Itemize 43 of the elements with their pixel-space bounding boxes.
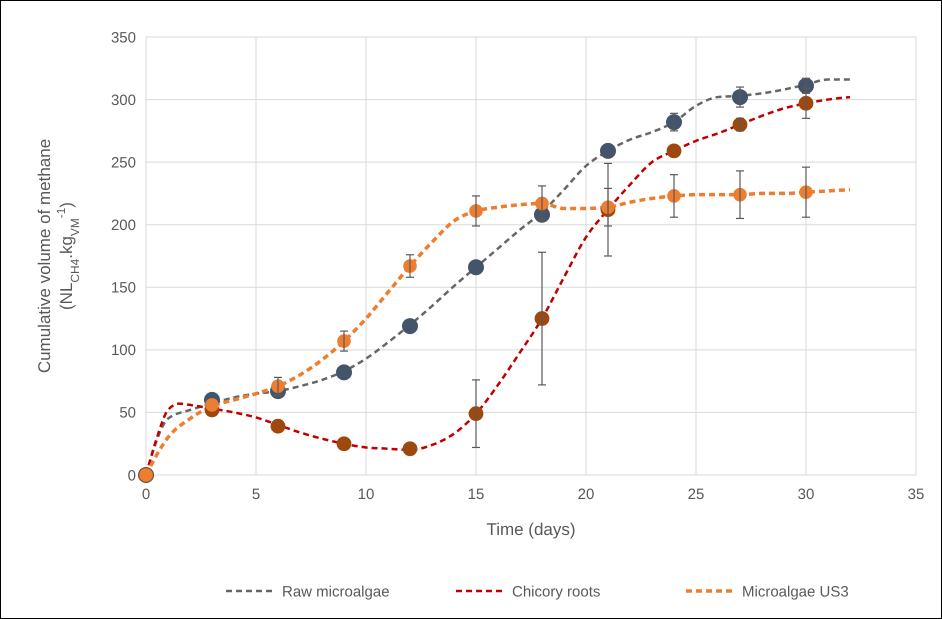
y-tick-label: 150 (110, 280, 136, 297)
x-tick-label: 15 (468, 486, 484, 503)
y-tick-label: 0 (128, 467, 136, 484)
point (799, 185, 813, 199)
x-tick-label: 10 (358, 486, 374, 503)
point (666, 114, 682, 130)
x-tick-label: 30 (798, 486, 814, 503)
point (666, 143, 682, 158)
point (402, 441, 418, 456)
y-tick-label: 350 (110, 29, 136, 46)
x-tick-label: 0 (142, 486, 150, 503)
legend-label: Raw microalgae (282, 583, 390, 600)
point (535, 196, 549, 210)
point (733, 188, 747, 202)
point (205, 398, 219, 412)
point (403, 259, 417, 273)
y-tick-label: 100 (110, 342, 136, 360)
point (468, 259, 484, 276)
point (337, 334, 351, 348)
x-tick-label: 25 (688, 486, 704, 503)
point (534, 311, 550, 326)
point (732, 89, 748, 106)
legend-label: Chicory roots (512, 583, 600, 600)
x-axis-title: Time (days) (486, 520, 576, 539)
point (469, 204, 483, 218)
y-tick-label: 200 (110, 216, 136, 234)
point (601, 200, 615, 214)
point (271, 379, 285, 393)
point (270, 418, 286, 434)
point (336, 436, 352, 452)
point (600, 142, 616, 159)
point (798, 96, 814, 111)
point (336, 364, 352, 380)
point (667, 189, 681, 203)
point (468, 406, 484, 422)
point (402, 318, 418, 334)
x-tick-label: 35 (908, 486, 924, 503)
x-tick-label: 5 (252, 486, 260, 503)
y-tick-label: 300 (110, 92, 136, 109)
y-tick-label: 50 (119, 404, 136, 422)
legend-label: Microalgae US3 (742, 583, 849, 600)
x-tick-label: 20 (578, 486, 594, 503)
y-tick-label: 250 (110, 154, 136, 172)
